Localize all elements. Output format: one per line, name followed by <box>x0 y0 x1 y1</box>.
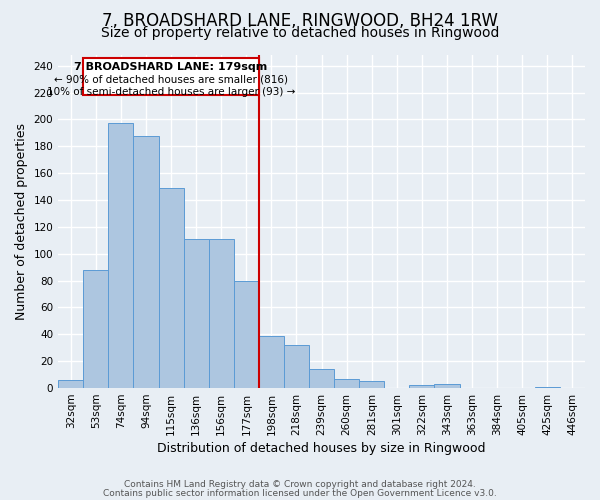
Text: Contains public sector information licensed under the Open Government Licence v3: Contains public sector information licen… <box>103 488 497 498</box>
Bar <box>83 270 109 388</box>
Y-axis label: Number of detached properties: Number of detached properties <box>15 123 28 320</box>
Bar <box>434 384 460 388</box>
Bar <box>184 239 209 388</box>
Bar <box>58 380 83 388</box>
Text: Contains HM Land Registry data © Crown copyright and database right 2024.: Contains HM Land Registry data © Crown c… <box>124 480 476 489</box>
Bar <box>309 370 334 388</box>
Text: Size of property relative to detached houses in Ringwood: Size of property relative to detached ho… <box>101 26 499 40</box>
Text: 7, BROADSHARD LANE, RINGWOOD, BH24 1RW: 7, BROADSHARD LANE, RINGWOOD, BH24 1RW <box>102 12 498 30</box>
Bar <box>259 336 284 388</box>
Bar <box>234 280 259 388</box>
Bar <box>409 386 434 388</box>
Bar <box>158 188 184 388</box>
FancyBboxPatch shape <box>83 58 259 96</box>
Bar <box>133 136 158 388</box>
Bar <box>284 345 309 388</box>
Text: 7 BROADSHARD LANE: 179sqm: 7 BROADSHARD LANE: 179sqm <box>74 62 268 72</box>
Bar <box>535 386 560 388</box>
Bar <box>334 378 359 388</box>
Text: ← 90% of detached houses are smaller (816): ← 90% of detached houses are smaller (81… <box>54 74 288 85</box>
Text: 10% of semi-detached houses are larger (93) →: 10% of semi-detached houses are larger (… <box>47 87 295 97</box>
Bar <box>109 124 133 388</box>
Bar <box>359 382 385 388</box>
Bar <box>209 239 234 388</box>
X-axis label: Distribution of detached houses by size in Ringwood: Distribution of detached houses by size … <box>157 442 486 455</box>
